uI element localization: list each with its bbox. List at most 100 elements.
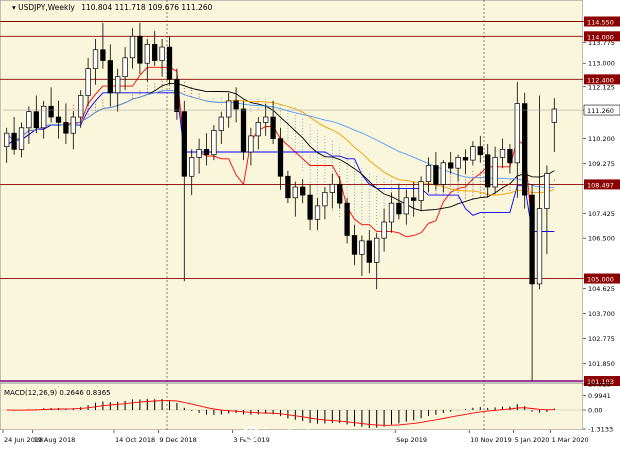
candle [270,100,276,144]
candle-body [485,154,491,188]
candle [522,92,528,209]
candle-body [492,157,498,188]
axis-tick-label: 104.625 [588,285,615,293]
candle [322,187,328,220]
candle [418,176,424,212]
candle [33,95,39,134]
axis-tick-label: 101.850 [588,360,615,368]
date-tick-label: 14 Oct 2018 [115,436,155,444]
candle [196,138,202,174]
date-tick-label: 5 Jan 2020 [515,436,550,444]
macd-axis-label: 0.9941 [588,392,611,400]
candle [455,154,461,182]
candle-body [477,146,483,156]
header-symbol: USDJPY [18,3,46,12]
candle-body [277,138,284,177]
candle-body [226,100,232,118]
candle-body [233,100,239,110]
candle [78,90,84,128]
candle [218,111,224,144]
candle [26,106,32,144]
candle-body [203,148,210,156]
macd-histogram: 10.925 0.9941 0.00 -1.3133 [0,381,613,434]
candle-body [292,186,298,199]
candle [41,100,47,139]
candle-body [70,116,76,134]
candle-body [166,46,173,80]
candle-body [129,35,136,59]
candle [507,143,513,174]
level-price-tag [584,31,620,42]
candle [551,98,557,153]
candle-body [174,79,180,113]
candle [351,224,358,266]
header-sep: , [45,3,47,12]
candle-body [440,162,446,185]
candle [211,125,217,161]
candle-body [63,122,69,134]
candle-body [507,148,513,164]
date-tick-label: 9 Dec 2018 [159,436,196,444]
candle [85,57,91,107]
candle-body [55,116,62,123]
candle-body [314,205,321,220]
candle-body [337,183,343,204]
candle [159,38,165,77]
watermark-text: instaforex [263,425,348,445]
level-price-tag-label: 108.497 [587,181,614,189]
candle-body [152,44,158,61]
candle [462,149,469,174]
candle [388,192,395,233]
candle-body [536,208,543,285]
axis-tick-label: 106.500 [588,235,615,243]
date-tick-label: Sep 2019 [396,436,427,444]
candle [403,189,409,225]
axis-tick-label: 102.775 [588,335,615,343]
candle-body [41,105,47,129]
watermark-logo: instaforex [242,425,348,445]
candle-body [26,111,32,129]
candle-body [122,57,128,78]
candle [277,127,284,190]
candle-body [4,132,10,148]
candle [529,184,535,381]
candle-body [418,181,424,201]
level-price-tag [584,179,620,190]
candle-body [329,183,335,193]
candle-body [403,197,409,215]
candle [374,232,380,290]
candle-body [240,108,247,153]
candle-body [92,49,99,69]
candle [292,181,298,217]
candle-body [499,148,506,158]
candle-body [144,44,150,64]
date-tick-label: 19 Aug 2018 [34,436,76,444]
candle [203,133,210,166]
dropdown-icon: ▾ [12,3,16,12]
logo-mark [242,425,260,443]
axis-tick-label: 113.775 [588,39,615,47]
candle-body [455,157,461,169]
candle [189,149,195,196]
candle-body [359,240,365,255]
candle [240,100,247,161]
candle-body [196,148,202,158]
date-tick-label: 1 Mar 2020 [552,436,589,444]
candle-body [544,173,550,209]
candle-body [396,202,402,215]
candle-body [115,76,121,94]
candle-body [425,165,432,182]
candle [48,87,54,123]
candle-body [411,197,417,201]
macd-signal-line [6,400,555,426]
candle [492,146,498,193]
macd-axis-label: -1.3133 [588,426,613,434]
level-price-tag-label: 105.000 [587,276,614,284]
candle [233,87,239,123]
candle [411,181,417,217]
candle [107,44,113,107]
candle-body [181,111,187,177]
candle-body [551,108,557,123]
candle-body [374,237,380,263]
candle-body [285,175,291,199]
